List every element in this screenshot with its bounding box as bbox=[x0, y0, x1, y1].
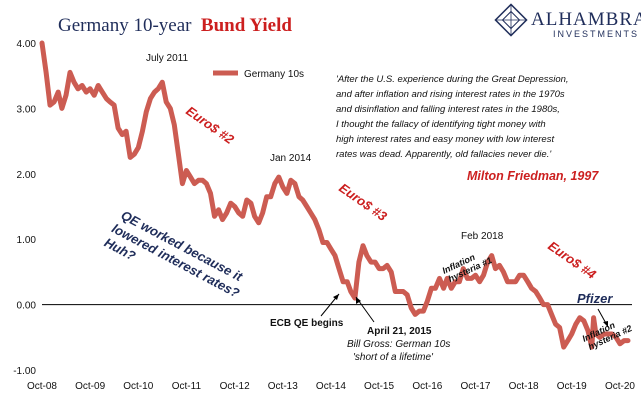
x-tick-label: Oct-20 bbox=[605, 381, 635, 392]
quote-line-4: I thought the fallacy of identifying tig… bbox=[336, 119, 546, 130]
quote-line-2: and after inflation and rising interest … bbox=[336, 89, 565, 100]
annotation-euro-2: Euro$ #2 bbox=[183, 103, 237, 147]
y-tick-label: 1.00 bbox=[17, 235, 37, 246]
quote-line-1: 'After the U.S. experience during the Gr… bbox=[336, 74, 569, 85]
y-tick-label: 2.00 bbox=[17, 170, 37, 181]
y-axis: 4.00 3.00 2.00 1.00 0.00 -1.00 bbox=[13, 39, 36, 377]
brand-name: ALHAMBRA bbox=[531, 9, 641, 30]
quote-line-6: rates was dead. Apparently, old fallacie… bbox=[336, 149, 552, 160]
annotation-euro-3: Euro$ #3 bbox=[336, 180, 390, 224]
y-tick-label: 3.00 bbox=[17, 104, 37, 115]
annotation-gross-1: Bill Gross: German 10s bbox=[347, 339, 450, 350]
x-tick-label: Oct-15 bbox=[364, 381, 394, 392]
annotation-jan-2014: Jan 2014 bbox=[270, 153, 312, 164]
annotation-ecb-qe: ECB QE begins bbox=[270, 318, 344, 329]
x-tick-label: Oct-10 bbox=[123, 381, 153, 392]
x-tick-label: Oct-12 bbox=[220, 381, 250, 392]
legend-label: Germany 10s bbox=[244, 69, 304, 80]
brand-sub: INVESTMENTS bbox=[553, 29, 639, 39]
x-tick-label: Oct-08 bbox=[27, 381, 57, 392]
annotation-april-2015: April 21, 2015 bbox=[367, 326, 432, 337]
x-tick-label: Oct-09 bbox=[75, 381, 105, 392]
brand-logo: ALHAMBRA INVESTMENTS bbox=[494, 3, 641, 39]
x-tick-label: Oct-18 bbox=[509, 381, 539, 392]
x-tick-label: Oct-19 bbox=[557, 381, 587, 392]
arrow-april-head bbox=[356, 297, 361, 304]
title-part-1: Germany 10-year bbox=[58, 15, 192, 36]
quote-line-3: and disinflation and falling interest ra… bbox=[336, 104, 560, 115]
chart-title: Germany 10-year Bund Yield bbox=[58, 15, 292, 36]
annotation-gross-2: 'short of a lifetime' bbox=[353, 352, 434, 363]
series-line-germany-10s bbox=[39, 40, 631, 350]
annotation-euro-4: Euro$ #4 bbox=[545, 238, 599, 282]
x-tick-label: Oct-17 bbox=[460, 381, 490, 392]
annotation-feb-2018: Feb 2018 bbox=[461, 231, 504, 242]
quote-line-5: high interest rates and easy money with … bbox=[336, 134, 554, 145]
title-part-2: Bund Yield bbox=[201, 15, 292, 36]
annotation-july-2011: July 2011 bbox=[146, 53, 189, 64]
y-tick-label: -1.00 bbox=[13, 366, 36, 377]
annotation-hysteria-2: Inflation hysteria #2 bbox=[581, 320, 634, 352]
x-tick-label: Oct-13 bbox=[268, 381, 298, 392]
x-tick-label: Oct-14 bbox=[316, 381, 346, 392]
quote-author: Milton Friedman, 1997 bbox=[467, 169, 599, 183]
y-tick-label: 4.00 bbox=[17, 39, 37, 50]
x-axis: Oct-08 Oct-09 Oct-10 Oct-11 Oct-12 Oct-13 Oct-… bbox=[27, 381, 635, 392]
annotation-pfizer: Pfizer bbox=[577, 291, 613, 306]
x-tick-label: Oct-11 bbox=[172, 381, 202, 392]
arrow-pfizer-head bbox=[603, 321, 608, 327]
logo-mark-icon bbox=[494, 3, 528, 37]
y-tick-label: 0.00 bbox=[17, 301, 37, 312]
x-tick-label: Oct-16 bbox=[412, 381, 442, 392]
annotation-qe: QE worked because it lowered interest ra… bbox=[102, 207, 246, 300]
arrow-ecb-head bbox=[333, 294, 339, 300]
legend: Germany 10s bbox=[213, 69, 304, 80]
friedman-quote: 'After the U.S. experience during the Gr… bbox=[336, 74, 599, 183]
